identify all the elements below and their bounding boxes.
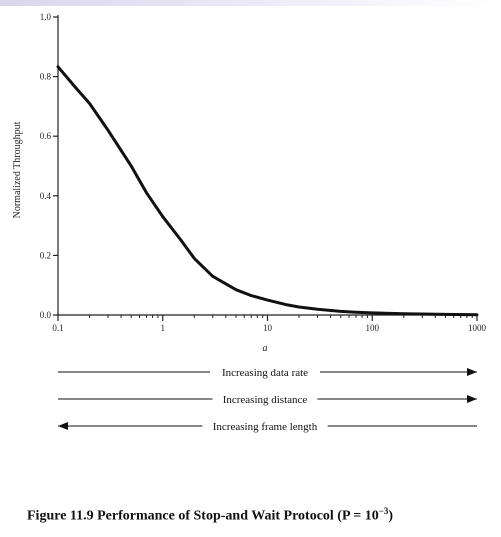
arrow-head-right xyxy=(467,368,477,376)
y-tick-label: 0.2 xyxy=(40,250,51,260)
y-tick-label: 0.0 xyxy=(40,310,52,320)
y-tick-label: 1.0 xyxy=(40,12,52,22)
y-tick-label: 0.6 xyxy=(40,131,52,141)
caption-suffix: ) xyxy=(388,508,394,524)
arrow-label: Increasing distance xyxy=(223,394,308,406)
y-axis-title: Normalized Throughput xyxy=(12,121,23,218)
x-tick-label: 0.1 xyxy=(52,323,63,333)
arrow-head-left xyxy=(58,422,68,430)
direction-arrows: Increasing data rate Increasing distance I… xyxy=(58,367,477,433)
y-ticks: 0.0 0.2 0.4 0.6 0.8 1.0 xyxy=(40,12,58,320)
x-tick-label: 100 xyxy=(366,323,380,333)
caption-exponent: −3 xyxy=(378,506,389,516)
throughput-chart: 0.1 1 10 100 1000 0.0 0.2 0.4 0.6 0.8 1.0 a Norma… xyxy=(12,12,487,433)
arrow-label: Increasing frame length xyxy=(213,421,318,433)
caption-prefix: Figure 11.9 Performance of Stop-and Wait… xyxy=(27,508,379,524)
y-tick-label: 0.8 xyxy=(40,72,52,82)
x-tick-label: 1000 xyxy=(468,323,487,333)
arrow-label: Increasing data rate xyxy=(222,367,308,379)
x-ticks: 0.1 1 10 100 1000 xyxy=(52,315,487,333)
top-gradient-strip xyxy=(0,0,501,6)
throughput-curve xyxy=(56,65,479,317)
y-tick-label: 0.4 xyxy=(40,191,52,201)
chart-axes xyxy=(57,15,477,316)
x-tick-label: 1 xyxy=(161,323,166,333)
figure-caption: Figure 11.9 Performance of Stop-and Wait… xyxy=(27,506,487,525)
arrow-head-right xyxy=(467,395,477,403)
x-axis-title: a xyxy=(263,343,268,354)
x-tick-label: 10 xyxy=(263,323,273,333)
